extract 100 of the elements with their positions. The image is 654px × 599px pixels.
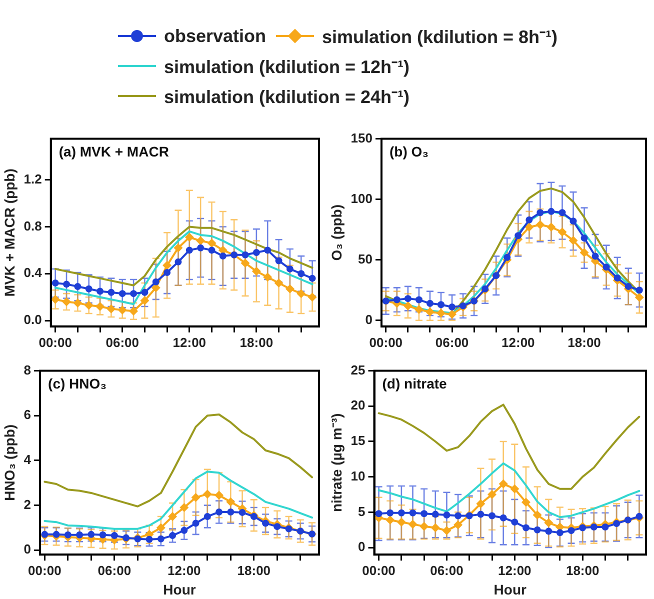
point: [84, 300, 94, 310]
point: [568, 236, 578, 245]
point: [393, 296, 400, 304]
point: [162, 260, 172, 270]
point: [430, 523, 440, 532]
point: [184, 232, 194, 242]
point: [408, 520, 418, 529]
point: [511, 518, 518, 526]
point: [500, 514, 507, 522]
y-tick-label: 5: [358, 504, 366, 519]
point: [74, 283, 82, 290]
point: [522, 524, 530, 532]
point: [63, 280, 70, 288]
x-tick-label: 00:00: [362, 562, 396, 578]
x-tick-label: 12:00: [502, 334, 535, 350]
point: [636, 286, 643, 294]
y-tick-label: 10: [350, 468, 366, 484]
point: [636, 512, 643, 520]
y-tick-label: 4: [24, 452, 32, 468]
point: [504, 254, 511, 261]
point: [415, 296, 422, 304]
point: [558, 227, 567, 236]
x-tick-label: 06:00: [430, 562, 464, 578]
point: [62, 297, 72, 306]
point: [164, 268, 171, 276]
point: [252, 249, 260, 256]
point: [85, 285, 92, 292]
point: [157, 535, 164, 542]
point: [238, 508, 246, 516]
point: [580, 234, 588, 242]
point: [308, 292, 317, 302]
point: [524, 222, 534, 232]
x-tick-label: 18:00: [237, 562, 271, 578]
point: [536, 220, 545, 230]
point: [624, 282, 632, 290]
x-tick-label: 06:00: [98, 562, 132, 578]
y-tick-label: 0: [365, 312, 372, 327]
point: [386, 515, 395, 524]
point: [556, 529, 564, 536]
point: [242, 251, 249, 258]
y-tick-label: 1.2: [24, 171, 42, 186]
point: [510, 484, 520, 494]
point: [73, 298, 82, 308]
x-tick-label: 00:00: [38, 334, 72, 350]
point: [196, 236, 206, 246]
point: [296, 289, 306, 298]
point: [614, 274, 621, 282]
x-tick-label: 12:00: [498, 562, 532, 578]
point: [396, 518, 406, 527]
point: [214, 490, 224, 500]
point: [286, 265, 294, 272]
y-tick-label: 100: [350, 190, 372, 206]
point: [488, 490, 497, 500]
point: [432, 510, 439, 518]
chart-title: (c) HNO₃: [48, 376, 107, 392]
legend-label: simulation (kdilution = 24h⁻¹): [164, 86, 410, 108]
point: [375, 510, 382, 518]
point: [118, 305, 127, 314]
y-tick-label: 0: [358, 539, 366, 554]
y-tick-label: 0.0: [24, 312, 42, 328]
y-axis-title: O₃ (ppb): [328, 204, 344, 261]
point: [634, 292, 644, 302]
point: [76, 531, 84, 538]
point: [207, 238, 216, 248]
point: [191, 492, 200, 502]
point: [420, 522, 429, 531]
x-tick-label: 06:00: [435, 334, 469, 350]
point: [96, 302, 105, 311]
point: [141, 288, 148, 296]
point: [99, 531, 106, 538]
point: [436, 308, 446, 318]
point: [579, 524, 586, 532]
point: [526, 216, 533, 224]
point: [414, 304, 424, 314]
point: [308, 274, 316, 282]
point: [264, 246, 272, 254]
point: [180, 526, 188, 534]
point: [482, 285, 489, 292]
point: [275, 257, 282, 264]
x-tick-label: 00:00: [369, 334, 403, 350]
point: [64, 531, 72, 538]
point: [152, 278, 160, 286]
y-tick-label: 50: [358, 251, 372, 266]
chart-title: (d) nitrate: [382, 376, 448, 392]
point: [488, 512, 496, 520]
point: [548, 208, 555, 215]
point: [262, 520, 270, 527]
point: [219, 252, 226, 260]
point: [204, 512, 211, 520]
point: [108, 288, 115, 296]
point: [546, 222, 556, 232]
y-tick-label: 20: [350, 398, 366, 413]
point: [52, 280, 59, 287]
x-tick-label: 12:00: [168, 562, 201, 578]
point: [592, 252, 599, 260]
y-tick-label: 0.8: [24, 218, 42, 234]
point: [50, 294, 60, 304]
point: [202, 490, 212, 499]
point: [420, 510, 428, 518]
point: [460, 302, 467, 310]
